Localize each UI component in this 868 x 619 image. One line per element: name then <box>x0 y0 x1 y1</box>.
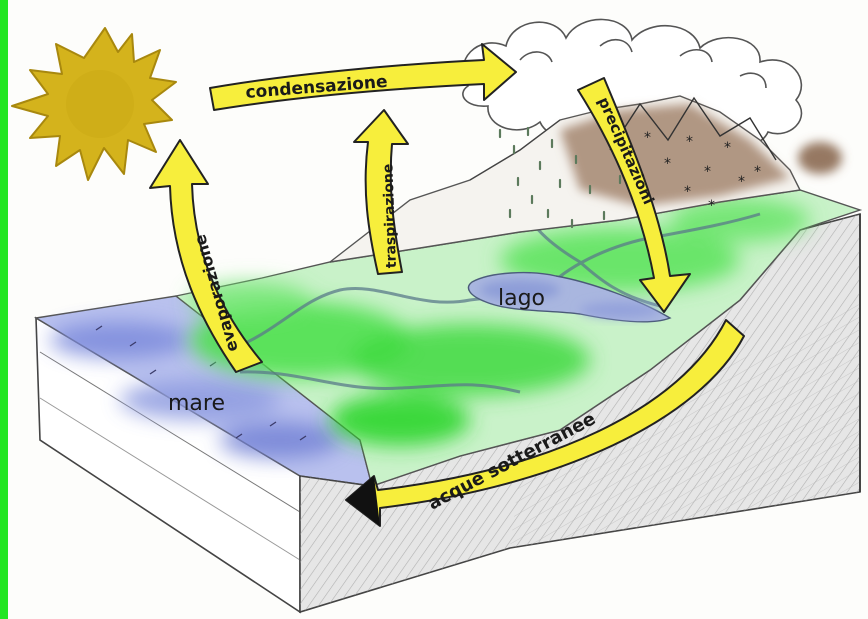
svg-text:*: * <box>708 198 715 214</box>
svg-text:*: * <box>724 140 731 156</box>
condensation-label: condensazione <box>245 72 388 103</box>
sun-icon <box>11 27 177 181</box>
transpiration-arrow: traspirazione <box>353 109 409 275</box>
svg-text:*: * <box>704 164 711 180</box>
lake: lago <box>467 271 672 323</box>
lake-label: lago <box>498 286 545 311</box>
transpiration-label: traspirazione <box>380 163 400 268</box>
svg-text:*: * <box>738 174 745 190</box>
sea-label: mare <box>168 391 225 416</box>
svg-text:*: * <box>686 134 693 150</box>
left-border <box>0 0 8 619</box>
svg-text:*: * <box>644 130 651 146</box>
rain-drops <box>498 126 622 229</box>
svg-text:*: * <box>684 184 691 200</box>
svg-text:*: * <box>664 156 671 172</box>
svg-text:*: * <box>754 164 761 180</box>
